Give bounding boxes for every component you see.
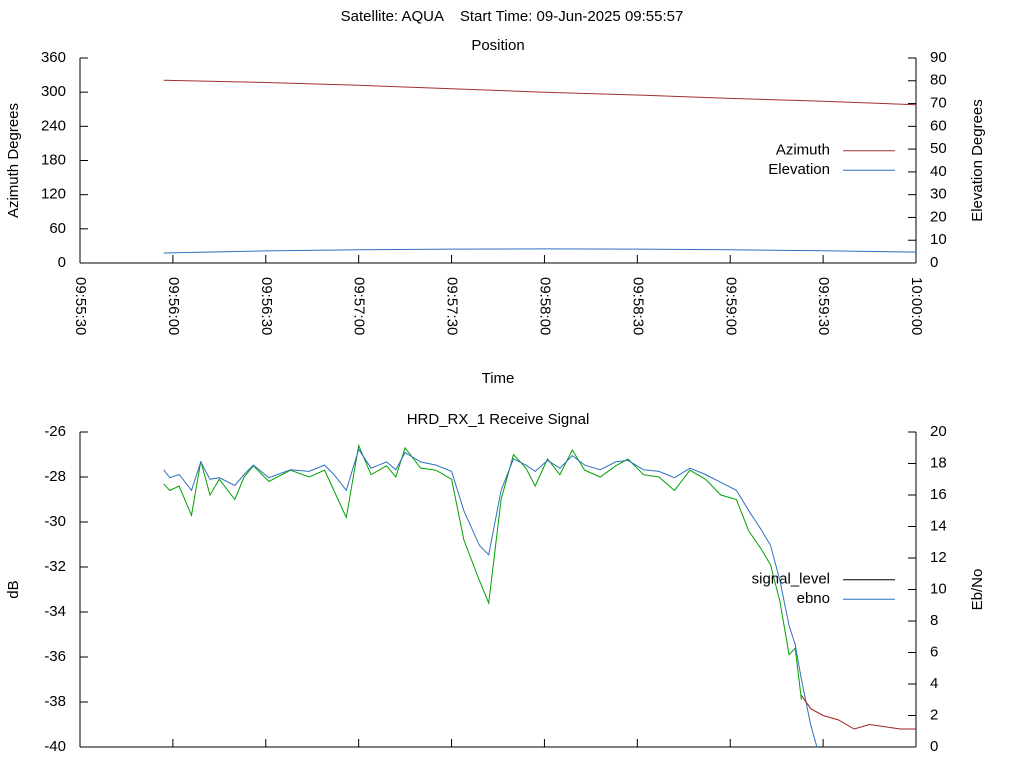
y-tick-label: -26 <box>44 423 66 440</box>
y-tick-label: 240 <box>41 117 66 134</box>
y2-tick-label: 20 <box>930 423 947 440</box>
y-axis-label: dB <box>5 580 22 598</box>
y2-axis-label: Eb/No <box>969 569 986 611</box>
x-tick-label: 09:59:30 <box>815 277 832 335</box>
chart-title: HRD_RX_1 Receive Signal <box>407 411 590 428</box>
y-tick-label: 120 <box>41 186 66 203</box>
series-line <box>163 443 802 700</box>
y-tick-label: 360 <box>41 49 66 66</box>
y-tick-label: 0 <box>58 254 66 271</box>
y2-tick-label: 12 <box>930 549 947 566</box>
y-tick-label: -34 <box>44 603 66 620</box>
y2-tick-label: 8 <box>930 612 938 629</box>
legend-label: Azimuth <box>776 142 830 159</box>
y2-tick-label: 6 <box>930 643 938 660</box>
y-tick-label: -36 <box>44 648 66 665</box>
y-tick-label: 300 <box>41 83 66 100</box>
chart-title: Position <box>471 37 524 54</box>
legend-label: Elevation <box>768 161 830 178</box>
x-tick-label: 09:59:00 <box>722 277 739 335</box>
y2-tick-label: 2 <box>930 706 938 723</box>
legend-label: ebno <box>797 590 830 607</box>
x-tick-label: 09:56:00 <box>165 277 182 335</box>
series-line <box>163 448 818 748</box>
x-tick-label: 09:58:30 <box>629 277 646 335</box>
page-title: Satellite: AQUA Start Time: 09-Jun-2025 … <box>341 8 684 25</box>
y-tick-label: -40 <box>44 738 66 755</box>
y2-tick-label: 50 <box>930 140 947 157</box>
y2-tick-label: 20 <box>930 208 947 225</box>
y2-tick-label: 70 <box>930 95 947 112</box>
y-tick-label: 180 <box>41 151 66 168</box>
y2-tick-label: 4 <box>930 675 938 692</box>
y-axis-label: Azimuth Degrees <box>5 103 22 218</box>
y2-tick-label: 60 <box>930 117 947 134</box>
y-tick-label: 60 <box>49 220 66 237</box>
x-tick-label: 09:56:30 <box>258 277 275 335</box>
y2-tick-label: 10 <box>930 231 947 248</box>
y2-axis-label: Elevation Degrees <box>969 99 986 222</box>
series-line <box>800 695 916 730</box>
y2-tick-label: 40 <box>930 163 947 180</box>
series-line <box>163 248 917 254</box>
x-tick-label: 10:00:00 <box>908 277 925 335</box>
y2-tick-label: 0 <box>930 254 938 271</box>
y2-tick-label: 30 <box>930 186 947 203</box>
y2-tick-label: 80 <box>930 72 947 89</box>
y2-tick-label: 90 <box>930 49 947 66</box>
y-tick-label: -30 <box>44 513 66 530</box>
y-tick-label: -38 <box>44 693 66 710</box>
y2-tick-label: 18 <box>930 454 947 471</box>
x-axis-label: Time <box>482 370 515 387</box>
y2-tick-label: 10 <box>930 580 947 597</box>
y-tick-label: -32 <box>44 558 66 575</box>
y-tick-label: -28 <box>44 468 66 485</box>
x-tick-label: 09:57:00 <box>351 277 368 335</box>
series-line <box>163 79 917 106</box>
x-tick-label: 09:55:30 <box>72 277 89 335</box>
x-tick-label: 09:58:00 <box>536 277 553 335</box>
legend-label: signal_level <box>752 571 830 588</box>
y2-tick-label: 16 <box>930 486 947 503</box>
y2-tick-label: 14 <box>930 517 947 534</box>
y2-tick-label: 0 <box>930 738 938 755</box>
x-tick-label: 09:57:30 <box>444 277 461 335</box>
